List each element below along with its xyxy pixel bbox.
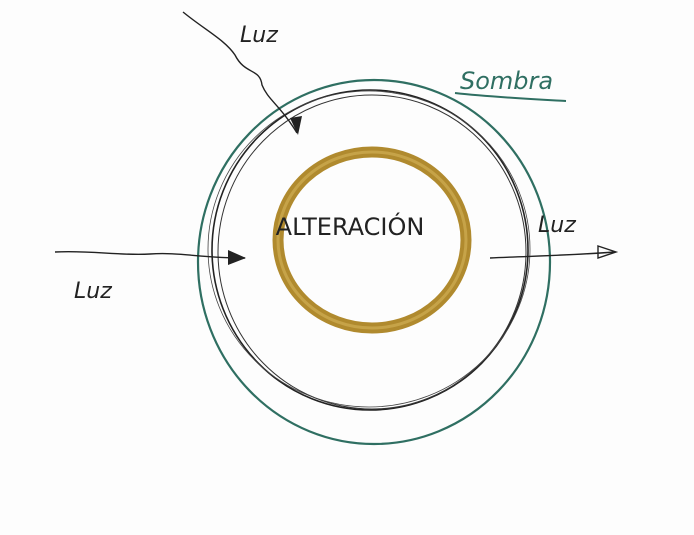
label-alteration: ALTERACIÓN (276, 211, 425, 241)
label-light: Luz (240, 23, 278, 48)
label-light: Luz (538, 213, 576, 238)
label-light: Luz (74, 279, 112, 304)
label-shadow: Sombra (460, 67, 553, 95)
diagram: Luz Sombra ALTERACIÓN Luz Luz (0, 0, 694, 535)
page: Luz Sombra ALTERACIÓN Luz Luz (() => { c… (0, 0, 694, 535)
paper (0, 0, 694, 535)
